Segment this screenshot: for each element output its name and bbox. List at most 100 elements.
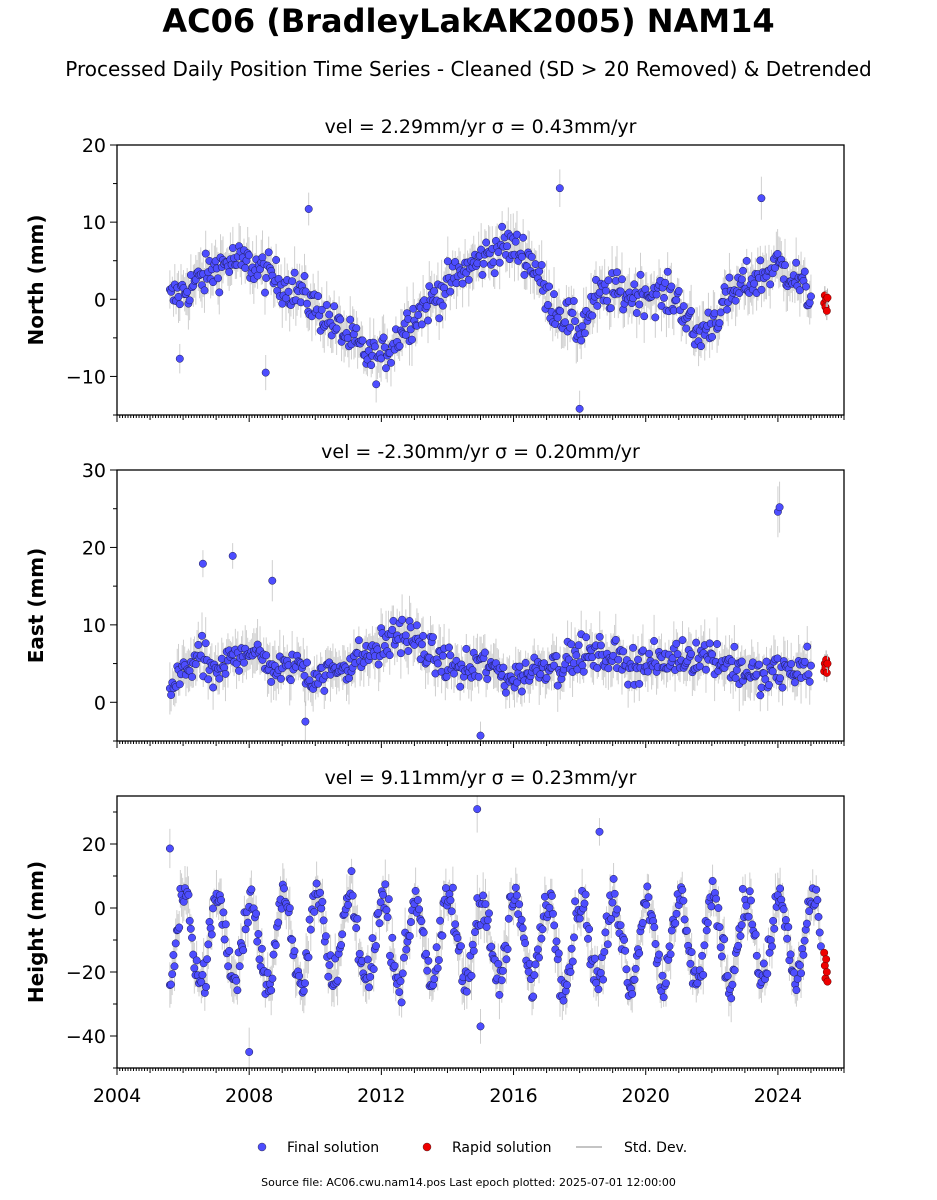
- final-point: [747, 896, 755, 905]
- final-point: [775, 503, 784, 512]
- final-point: [402, 945, 411, 954]
- final-point: [429, 633, 437, 642]
- final-point: [672, 296, 681, 304]
- final-point: [651, 313, 660, 322]
- final-point: [771, 263, 780, 272]
- final-point: [736, 932, 745, 940]
- final-point: [778, 683, 787, 692]
- final-point: [185, 296, 194, 305]
- final-point: [755, 660, 764, 669]
- final-point: [720, 935, 729, 944]
- final-point: [303, 658, 311, 667]
- final-point: [630, 975, 639, 984]
- plot-area: [165, 481, 832, 741]
- final-point: [567, 640, 576, 649]
- final-point: [527, 252, 536, 261]
- final-point: [535, 953, 543, 962]
- final-point: [727, 994, 736, 1003]
- final-point: [713, 640, 722, 648]
- final-point: [192, 956, 201, 965]
- final-point: [450, 669, 458, 678]
- final-point: [169, 951, 178, 959]
- final-point: [786, 950, 795, 959]
- final-point: [816, 942, 825, 951]
- final-point: [530, 971, 539, 980]
- final-point: [645, 649, 654, 658]
- final-point: [379, 890, 387, 899]
- final-point: [570, 933, 578, 942]
- final-point: [303, 299, 311, 308]
- final-point: [288, 277, 297, 286]
- final-point: [783, 934, 792, 943]
- final-point: [752, 951, 761, 960]
- final-point: [352, 324, 361, 333]
- final-point: [498, 966, 507, 975]
- final-point: [568, 309, 577, 318]
- final-point: [804, 670, 813, 679]
- final-point: [225, 268, 234, 276]
- final-point: [301, 979, 309, 988]
- final-point: [621, 946, 630, 955]
- final-point: [673, 650, 682, 659]
- final-point: [436, 916, 445, 925]
- final-point: [502, 955, 511, 964]
- final-point: [553, 313, 562, 322]
- final-point: [620, 935, 629, 944]
- rapid-point: [822, 968, 831, 976]
- final-point: [207, 930, 216, 939]
- panel-1: 0 10 20 30 vel = -2.30mm/yr σ = 0.20mm/yr Eas…: [24, 441, 845, 748]
- final-point: [797, 969, 806, 978]
- final-point: [800, 936, 809, 945]
- final-point: [495, 990, 504, 999]
- final-point: [547, 891, 556, 900]
- final-point: [734, 941, 743, 950]
- final-point: [642, 900, 651, 909]
- final-point: [596, 968, 605, 977]
- final-point: [608, 898, 617, 907]
- final-point: [375, 919, 384, 928]
- final-point: [171, 939, 180, 948]
- final-point: [537, 934, 546, 943]
- final-point: [517, 252, 526, 261]
- final-point: [366, 972, 375, 981]
- final-point: [807, 292, 815, 301]
- final-point: [204, 940, 213, 949]
- final-point: [346, 315, 355, 324]
- final-point: [317, 305, 326, 314]
- final-point: [672, 639, 681, 648]
- final-point: [201, 639, 210, 648]
- final-point: [519, 233, 528, 242]
- final-point: [255, 955, 264, 964]
- final-point: [559, 996, 568, 1005]
- rapid-point: [823, 659, 832, 668]
- final-point: [368, 934, 377, 943]
- final-point: [699, 970, 708, 979]
- final-point: [793, 974, 802, 983]
- final-point: [225, 946, 234, 955]
- final-point: [215, 674, 224, 683]
- final-point: [619, 647, 628, 656]
- final-point: [582, 633, 591, 642]
- x-tick-label: 2020: [622, 1085, 670, 1107]
- final-point: [678, 636, 687, 645]
- final-point: [632, 309, 641, 317]
- final-point: [503, 945, 512, 954]
- final-point: [388, 933, 397, 942]
- final-point: [382, 364, 390, 373]
- final-point: [639, 646, 647, 655]
- final-point: [599, 975, 608, 984]
- final-point: [343, 334, 352, 343]
- final-point: [232, 976, 241, 985]
- final-point: [708, 332, 717, 341]
- final-point: [555, 184, 564, 193]
- final-point: [194, 640, 203, 649]
- final-point: [636, 270, 645, 279]
- final-point: [761, 675, 770, 684]
- final-point: [372, 942, 380, 950]
- final-point: [314, 292, 323, 301]
- final-point: [579, 667, 588, 676]
- final-point: [202, 982, 210, 991]
- final-point: [781, 261, 789, 270]
- final-point: [702, 665, 710, 674]
